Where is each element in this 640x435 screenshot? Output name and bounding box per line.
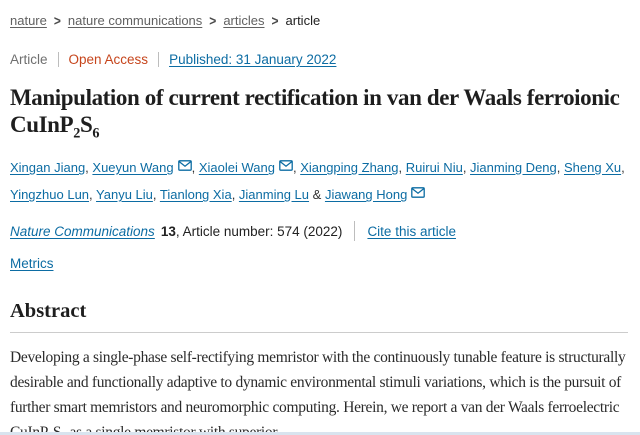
author-separator: , bbox=[89, 187, 97, 202]
author-separator: , bbox=[621, 160, 625, 175]
author-link[interactable]: Yingzhuo Lun bbox=[10, 187, 90, 202]
title-text: Manipulation of current rectification in… bbox=[10, 85, 620, 137]
email-icon[interactable] bbox=[177, 160, 192, 171]
breadcrumb: nature > nature communications > articles > ar… bbox=[10, 12, 628, 30]
author-separator: , bbox=[152, 187, 160, 202]
published-date-link[interactable]: Published: 31 January 2022 bbox=[169, 52, 337, 67]
breadcrumb-link-nature-communications[interactable]: nature communications bbox=[67, 13, 203, 28]
author-link[interactable]: Ruirui Niu bbox=[405, 160, 463, 175]
author-separator: & bbox=[309, 187, 325, 202]
article-number-text: , Article number: 574 (2022) bbox=[175, 224, 343, 239]
author-link[interactable]: Yanyu Liu bbox=[96, 187, 153, 202]
chevron-right-icon: > bbox=[53, 12, 61, 29]
metrics-link[interactable]: Metrics bbox=[10, 256, 54, 271]
author-separator: , bbox=[292, 160, 301, 175]
open-access-label: Open Access bbox=[68, 52, 149, 67]
author-link[interactable]: Jianming Deng bbox=[470, 160, 557, 175]
author-link[interactable]: Xiangping Zhang bbox=[300, 160, 399, 175]
author-separator: , bbox=[231, 187, 239, 202]
divider bbox=[57, 52, 59, 67]
abstract-text: S bbox=[52, 424, 62, 435]
author-link[interactable]: Xueyun Wang bbox=[92, 160, 174, 175]
author-list: Xingan Jiang, Xueyun Wang, Xiaolei Wang,… bbox=[10, 154, 628, 208]
author-separator: , bbox=[85, 160, 93, 175]
author-separator: , bbox=[191, 160, 199, 175]
author-link[interactable]: Xiaolei Wang bbox=[198, 160, 275, 175]
breadcrumb-current-article: article bbox=[285, 13, 321, 28]
abstract-text: as a single memristor with superior bbox=[65, 424, 278, 435]
title-text: S bbox=[79, 112, 93, 137]
divider bbox=[158, 52, 160, 67]
abstract-divider bbox=[10, 332, 628, 333]
author-link[interactable]: Jianming Lu bbox=[238, 187, 310, 202]
article-title: Manipulation of current rectification in… bbox=[10, 84, 628, 141]
author-link[interactable]: Tianlong Xia bbox=[159, 187, 232, 202]
divider bbox=[354, 221, 356, 241]
title-subscript: 2 bbox=[73, 125, 80, 142]
abstract-heading: Abstract bbox=[10, 300, 87, 322]
metrics-row: Metrics bbox=[10, 255, 628, 273]
email-icon[interactable] bbox=[279, 160, 293, 171]
abstract-text: Developing a single-phase self-rectifyin… bbox=[10, 349, 626, 435]
title-subscript: 6 bbox=[92, 125, 100, 142]
cite-this-article-link[interactable]: Cite this article bbox=[367, 224, 456, 239]
author-separator: , bbox=[556, 160, 564, 175]
next-section-edge bbox=[0, 432, 640, 435]
volume-number: 13 bbox=[160, 224, 176, 239]
author-link[interactable]: Jiawang Hong bbox=[324, 187, 408, 202]
chevron-right-icon: > bbox=[209, 12, 217, 29]
author-separator: , bbox=[398, 160, 406, 175]
article-meta-row: Article Open Access Published: 31 January … bbox=[10, 51, 628, 69]
author-link[interactable]: Xingan Jiang bbox=[10, 160, 86, 175]
abstract-paragraph: Developing a single-phase self-rectifyin… bbox=[10, 345, 628, 435]
breadcrumb-link-nature[interactable]: nature bbox=[10, 13, 47, 28]
email-icon[interactable] bbox=[411, 187, 426, 198]
breadcrumb-link-articles[interactable]: articles bbox=[223, 13, 265, 28]
author-link[interactable]: Sheng Xu bbox=[564, 160, 622, 175]
journal-link[interactable]: Nature Communications bbox=[10, 224, 155, 239]
citation-row: Nature Communications 13, Article number:… bbox=[10, 221, 628, 242]
article-type-label: Article bbox=[10, 52, 48, 67]
chevron-right-icon: > bbox=[271, 12, 279, 29]
author-separator: , bbox=[462, 160, 471, 175]
